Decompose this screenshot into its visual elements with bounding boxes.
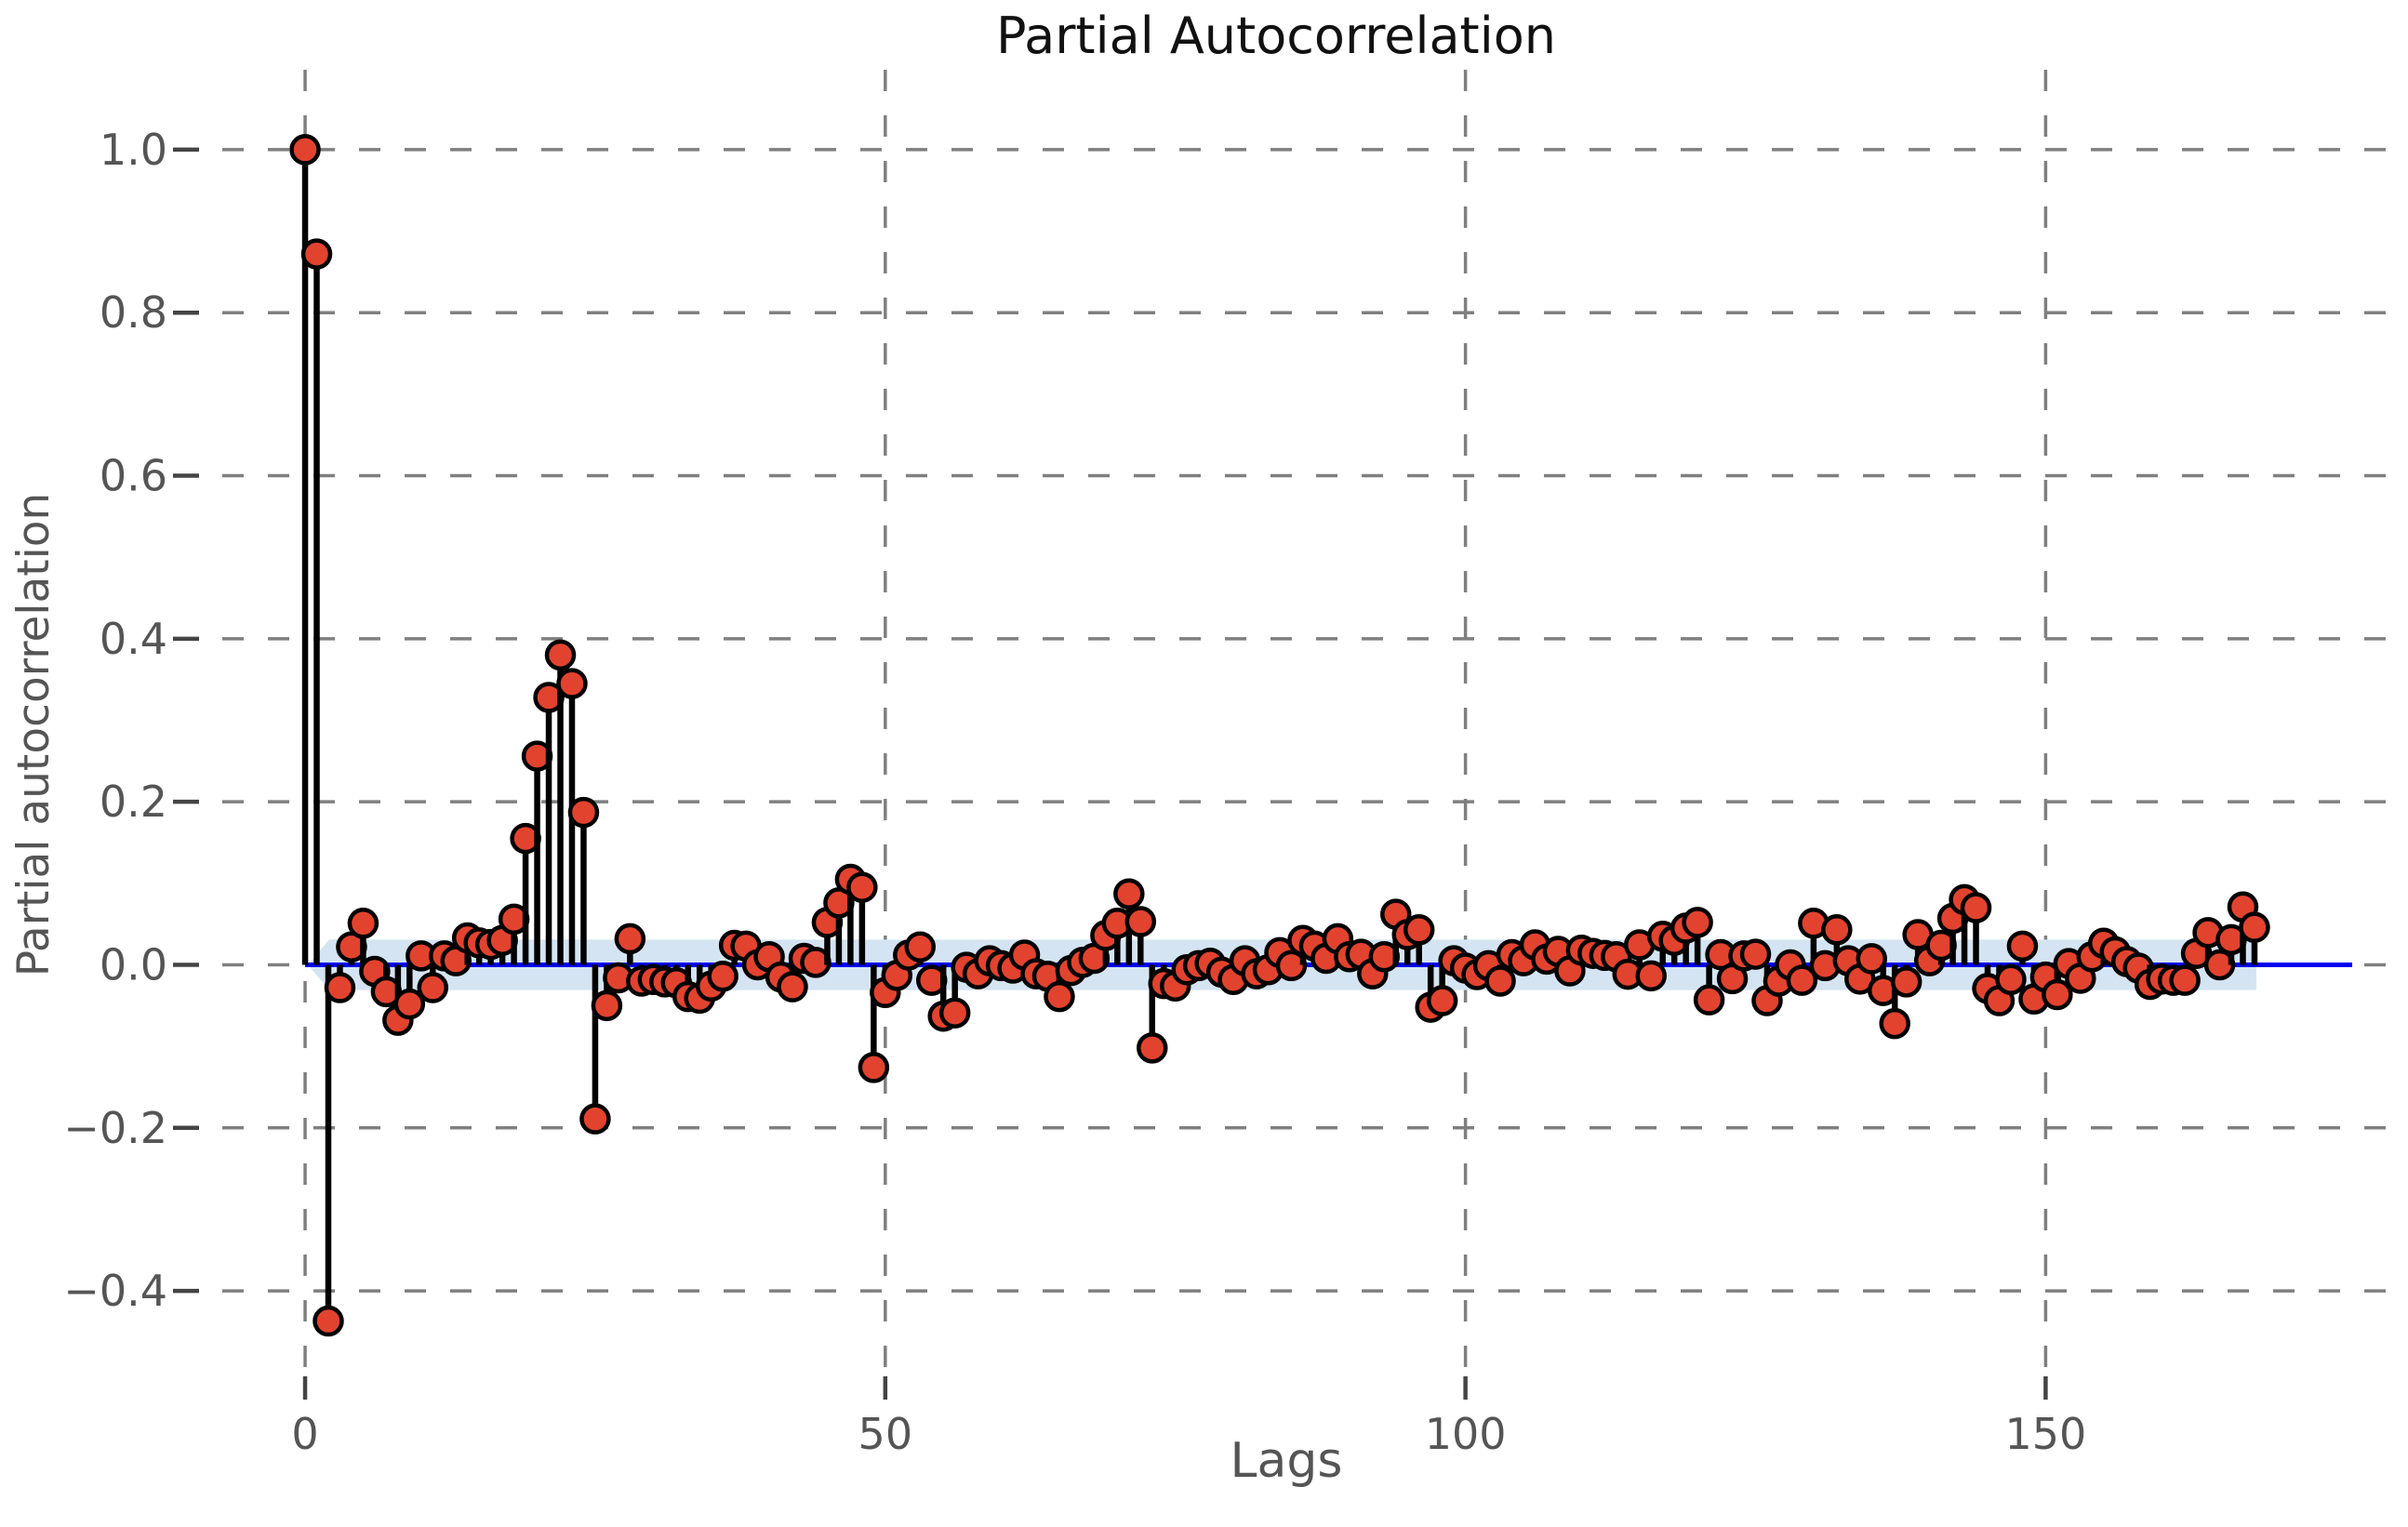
data-point bbox=[1682, 907, 1713, 938]
data-point bbox=[1137, 1032, 1168, 1064]
data-point bbox=[324, 972, 356, 1003]
data-point bbox=[544, 639, 577, 671]
data-point bbox=[1786, 964, 1818, 996]
stem-marker bbox=[1739, 938, 1772, 970]
x-tick-label: 0 bbox=[291, 1409, 318, 1459]
data-point bbox=[1113, 878, 1145, 910]
data-point bbox=[1960, 892, 1992, 923]
data-point bbox=[1044, 980, 1075, 1013]
gridlines bbox=[173, 70, 2408, 1400]
data-point bbox=[1995, 963, 2027, 996]
y-tick-label: −0.2 bbox=[63, 1103, 167, 1153]
data-point bbox=[1124, 906, 1157, 937]
data-point bbox=[938, 997, 971, 1029]
stem-marker bbox=[1682, 907, 1713, 965]
x-tick-label: 150 bbox=[2004, 1409, 2086, 1459]
data-point bbox=[1426, 985, 1458, 1016]
data-point bbox=[1693, 984, 1725, 1016]
y-tick-label: 1.0 bbox=[100, 125, 167, 175]
stem-marker bbox=[858, 964, 890, 1083]
stem-marker bbox=[1890, 964, 1922, 998]
stem-marker bbox=[2169, 964, 2201, 996]
stem-marker bbox=[707, 961, 738, 992]
data-point bbox=[417, 972, 449, 1003]
data-point bbox=[2169, 964, 2201, 996]
stem-marker bbox=[579, 964, 611, 1135]
data-point bbox=[313, 1305, 344, 1337]
stem-marker bbox=[1403, 914, 1435, 965]
stem-marker bbox=[1693, 964, 1725, 1016]
data-point bbox=[300, 238, 333, 270]
x-tick-label: 50 bbox=[858, 1409, 913, 1459]
y-tick-label: 0.8 bbox=[100, 287, 167, 338]
stem-marker bbox=[406, 940, 437, 972]
data-point bbox=[1635, 960, 1667, 992]
data-point bbox=[614, 923, 646, 955]
stem-marker bbox=[313, 964, 344, 1337]
stem-marker bbox=[289, 134, 321, 965]
x-tick-label: 100 bbox=[1425, 1409, 1507, 1459]
stem-marker bbox=[1960, 892, 1992, 965]
stem-marker bbox=[846, 871, 878, 965]
data-point bbox=[858, 1052, 890, 1083]
stem-marker bbox=[300, 238, 333, 965]
stem-marker bbox=[904, 931, 937, 965]
data-point bbox=[1856, 943, 1888, 975]
data-point bbox=[1484, 965, 1516, 997]
data-point bbox=[1403, 914, 1435, 946]
stem-marker bbox=[1856, 943, 1888, 975]
y-tick-label: −0.4 bbox=[63, 1266, 167, 1316]
data-point bbox=[289, 134, 321, 166]
data-point bbox=[707, 961, 738, 992]
data-point bbox=[777, 971, 808, 1003]
y-tick-label: 0.4 bbox=[100, 614, 167, 664]
tick-labels: 1.0 0.8 0.6 0.4 0.2 0.0 −0.2 −0.4 0 50 100 150 bbox=[63, 125, 2086, 1459]
stem-markers bbox=[289, 134, 2270, 1337]
stem-marker bbox=[393, 964, 426, 1020]
stem-marker bbox=[1275, 949, 1308, 982]
stem-marker bbox=[1995, 963, 2027, 996]
data-point bbox=[2042, 978, 2073, 1011]
data-point bbox=[904, 931, 937, 963]
stem-marker bbox=[2192, 917, 2224, 965]
stem-marker bbox=[1635, 960, 1667, 992]
stem-marker bbox=[567, 796, 600, 965]
stem-marker bbox=[614, 923, 646, 965]
stem-marker bbox=[2239, 911, 2270, 965]
data-point bbox=[846, 871, 878, 903]
stem-marker bbox=[347, 908, 379, 965]
data-point bbox=[347, 908, 379, 939]
data-point bbox=[556, 668, 588, 699]
data-point bbox=[393, 988, 426, 1020]
stem-marker bbox=[1786, 964, 1818, 996]
data-point bbox=[2239, 911, 2270, 943]
stem-marker bbox=[915, 964, 948, 996]
data-point bbox=[1821, 914, 1853, 946]
data-point bbox=[591, 989, 623, 1022]
y-axis-label: Partial autocorrelation bbox=[8, 493, 60, 977]
chart-title: Partial Autocorrelation bbox=[996, 7, 1556, 65]
data-point bbox=[1890, 966, 1922, 998]
stem-marker bbox=[324, 964, 356, 1003]
data-point bbox=[1879, 1007, 1910, 1040]
y-tick-label: 0.2 bbox=[100, 777, 167, 827]
data-point bbox=[2006, 930, 2039, 963]
stem-marker bbox=[1484, 964, 1516, 997]
y-tick-label: 0.0 bbox=[100, 939, 167, 989]
stem-marker bbox=[1623, 929, 1656, 965]
stem-marker bbox=[2006, 930, 2039, 965]
stem-marker bbox=[521, 740, 553, 965]
data-point bbox=[579, 1103, 611, 1135]
y-tick-label: 0.6 bbox=[100, 451, 167, 501]
stem-marker bbox=[1124, 906, 1157, 965]
stem-marker bbox=[544, 639, 577, 965]
stem-marker bbox=[556, 668, 588, 965]
data-point bbox=[1739, 938, 1772, 970]
data-point bbox=[567, 796, 600, 829]
x-axis-label: Lags bbox=[1231, 1433, 1343, 1489]
data-point bbox=[1275, 949, 1308, 982]
stem-marker bbox=[417, 964, 449, 1003]
